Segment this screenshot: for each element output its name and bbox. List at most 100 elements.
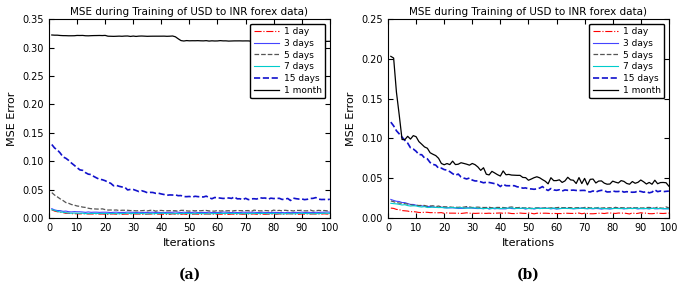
3 days [440,206,448,210]
1 month [387,54,395,58]
1 month [48,33,56,37]
Line: 15 days: 15 days [52,144,330,200]
5 days [387,199,395,203]
1 month [552,179,560,182]
5 days [527,207,536,210]
7 days [645,207,653,210]
1 day [194,213,202,216]
15 days [664,189,673,193]
7 days [112,212,121,215]
3 days [664,207,673,210]
5 days [191,209,199,213]
1 day [440,212,448,215]
15 days [306,197,314,200]
Line: 5 days: 5 days [391,201,669,208]
15 days [191,194,199,198]
1 month [101,34,110,37]
3 days [281,211,289,215]
5 days [112,208,121,212]
1 day [314,212,323,216]
5 days [314,209,323,212]
3 days [306,211,314,214]
Line: 3 days: 3 days [52,209,330,213]
1 day [115,212,123,215]
1 month [191,39,199,43]
3 days [314,211,323,214]
7 days [664,207,673,210]
7 days [440,206,448,210]
Line: 1 day: 1 day [52,210,330,215]
15 days [112,184,121,187]
7 days [556,207,564,210]
3 days [485,207,493,211]
3 days [387,198,395,201]
5 days [326,209,334,212]
3 days [556,207,564,210]
15 days [214,196,222,200]
5 days [214,209,222,212]
15 days [326,197,334,201]
1 month [214,39,222,43]
X-axis label: Iterations: Iterations [163,239,216,249]
1 month [298,40,306,43]
Y-axis label: MSE Error: MSE Error [7,91,17,146]
Line: 5 days: 5 days [52,193,330,211]
1 month [440,163,448,167]
1 day [48,208,56,212]
1 day [653,211,662,215]
Text: (a): (a) [178,268,201,282]
1 day [104,213,112,216]
3 days [191,210,199,214]
3 days [112,210,121,214]
7 days [306,212,314,215]
Title: MSE during Training of USD to INR forex data): MSE during Training of USD to INR forex … [410,7,647,17]
Line: 15 days: 15 days [391,122,669,193]
3 days [326,210,334,214]
Text: (b): (b) [517,268,540,282]
5 days [533,206,541,210]
7 days [101,212,110,215]
3 days [48,207,56,210]
3 days [101,210,110,214]
X-axis label: Iterations: Iterations [502,239,555,249]
5 days [645,206,653,209]
5 days [653,205,662,209]
3 days [533,207,541,210]
5 days [440,205,448,209]
3 days [645,207,653,210]
1 month [326,40,334,43]
Line: 3 days: 3 days [391,200,669,209]
1 day [451,211,460,215]
15 days [440,168,448,171]
7 days [48,208,56,212]
7 days [552,207,560,210]
Line: 1 day: 1 day [391,208,669,214]
1 month [530,176,538,179]
1 day [664,211,673,215]
15 days [643,190,651,194]
1 month [306,39,314,43]
1 day [306,212,314,216]
Legend: 1 day, 3 days, 5 days, 7 days, 15 days, 1 month: 1 day, 3 days, 5 days, 7 days, 15 days, … [589,24,664,98]
Title: MSE during Training of USD to INR forex data): MSE during Training of USD to INR forex … [71,7,308,17]
1 day [530,212,538,215]
5 days [247,210,256,213]
1 month [451,163,460,166]
7 days [387,202,395,205]
5 days [101,208,110,211]
3 days [653,207,662,210]
5 days [451,205,460,209]
1 month [664,184,673,188]
Line: 1 month: 1 month [391,56,669,186]
5 days [556,205,564,209]
7 days [314,212,323,215]
15 days [653,190,662,193]
Line: 1 month: 1 month [52,35,330,41]
15 days [645,191,653,194]
1 day [625,212,634,216]
1 day [326,212,334,216]
15 days [48,143,56,146]
7 days [653,207,662,210]
15 days [451,173,460,177]
1 month [651,178,659,182]
